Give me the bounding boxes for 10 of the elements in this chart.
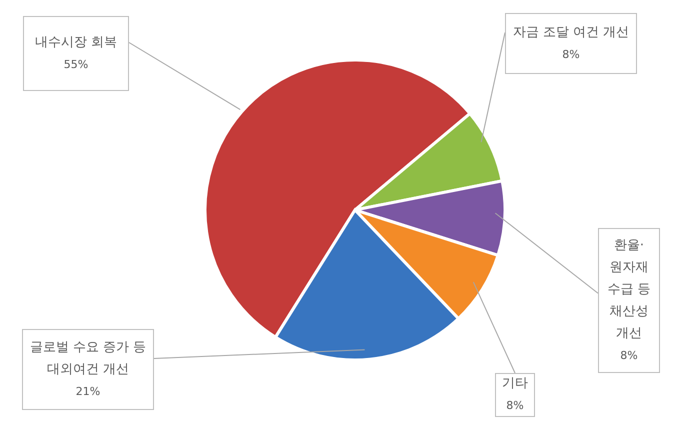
- slice-label: 글로벌 수요 증가 등 대외여건 개선: [28, 338, 148, 378]
- slice-label: 기타: [502, 375, 528, 393]
- slice-label: 환율·원자재 수급 등 채산성 개선: [606, 236, 652, 342]
- data-label: 21%: [76, 384, 100, 400]
- data-label: 8%: [620, 348, 638, 364]
- data-label: 8%: [562, 46, 580, 62]
- data-label: 55%: [64, 56, 88, 72]
- slice-label: 내수시장 회복: [34, 34, 118, 52]
- data-label: 8%: [506, 398, 524, 414]
- slice-label: 자금 조달 여건 개선: [512, 24, 630, 42]
